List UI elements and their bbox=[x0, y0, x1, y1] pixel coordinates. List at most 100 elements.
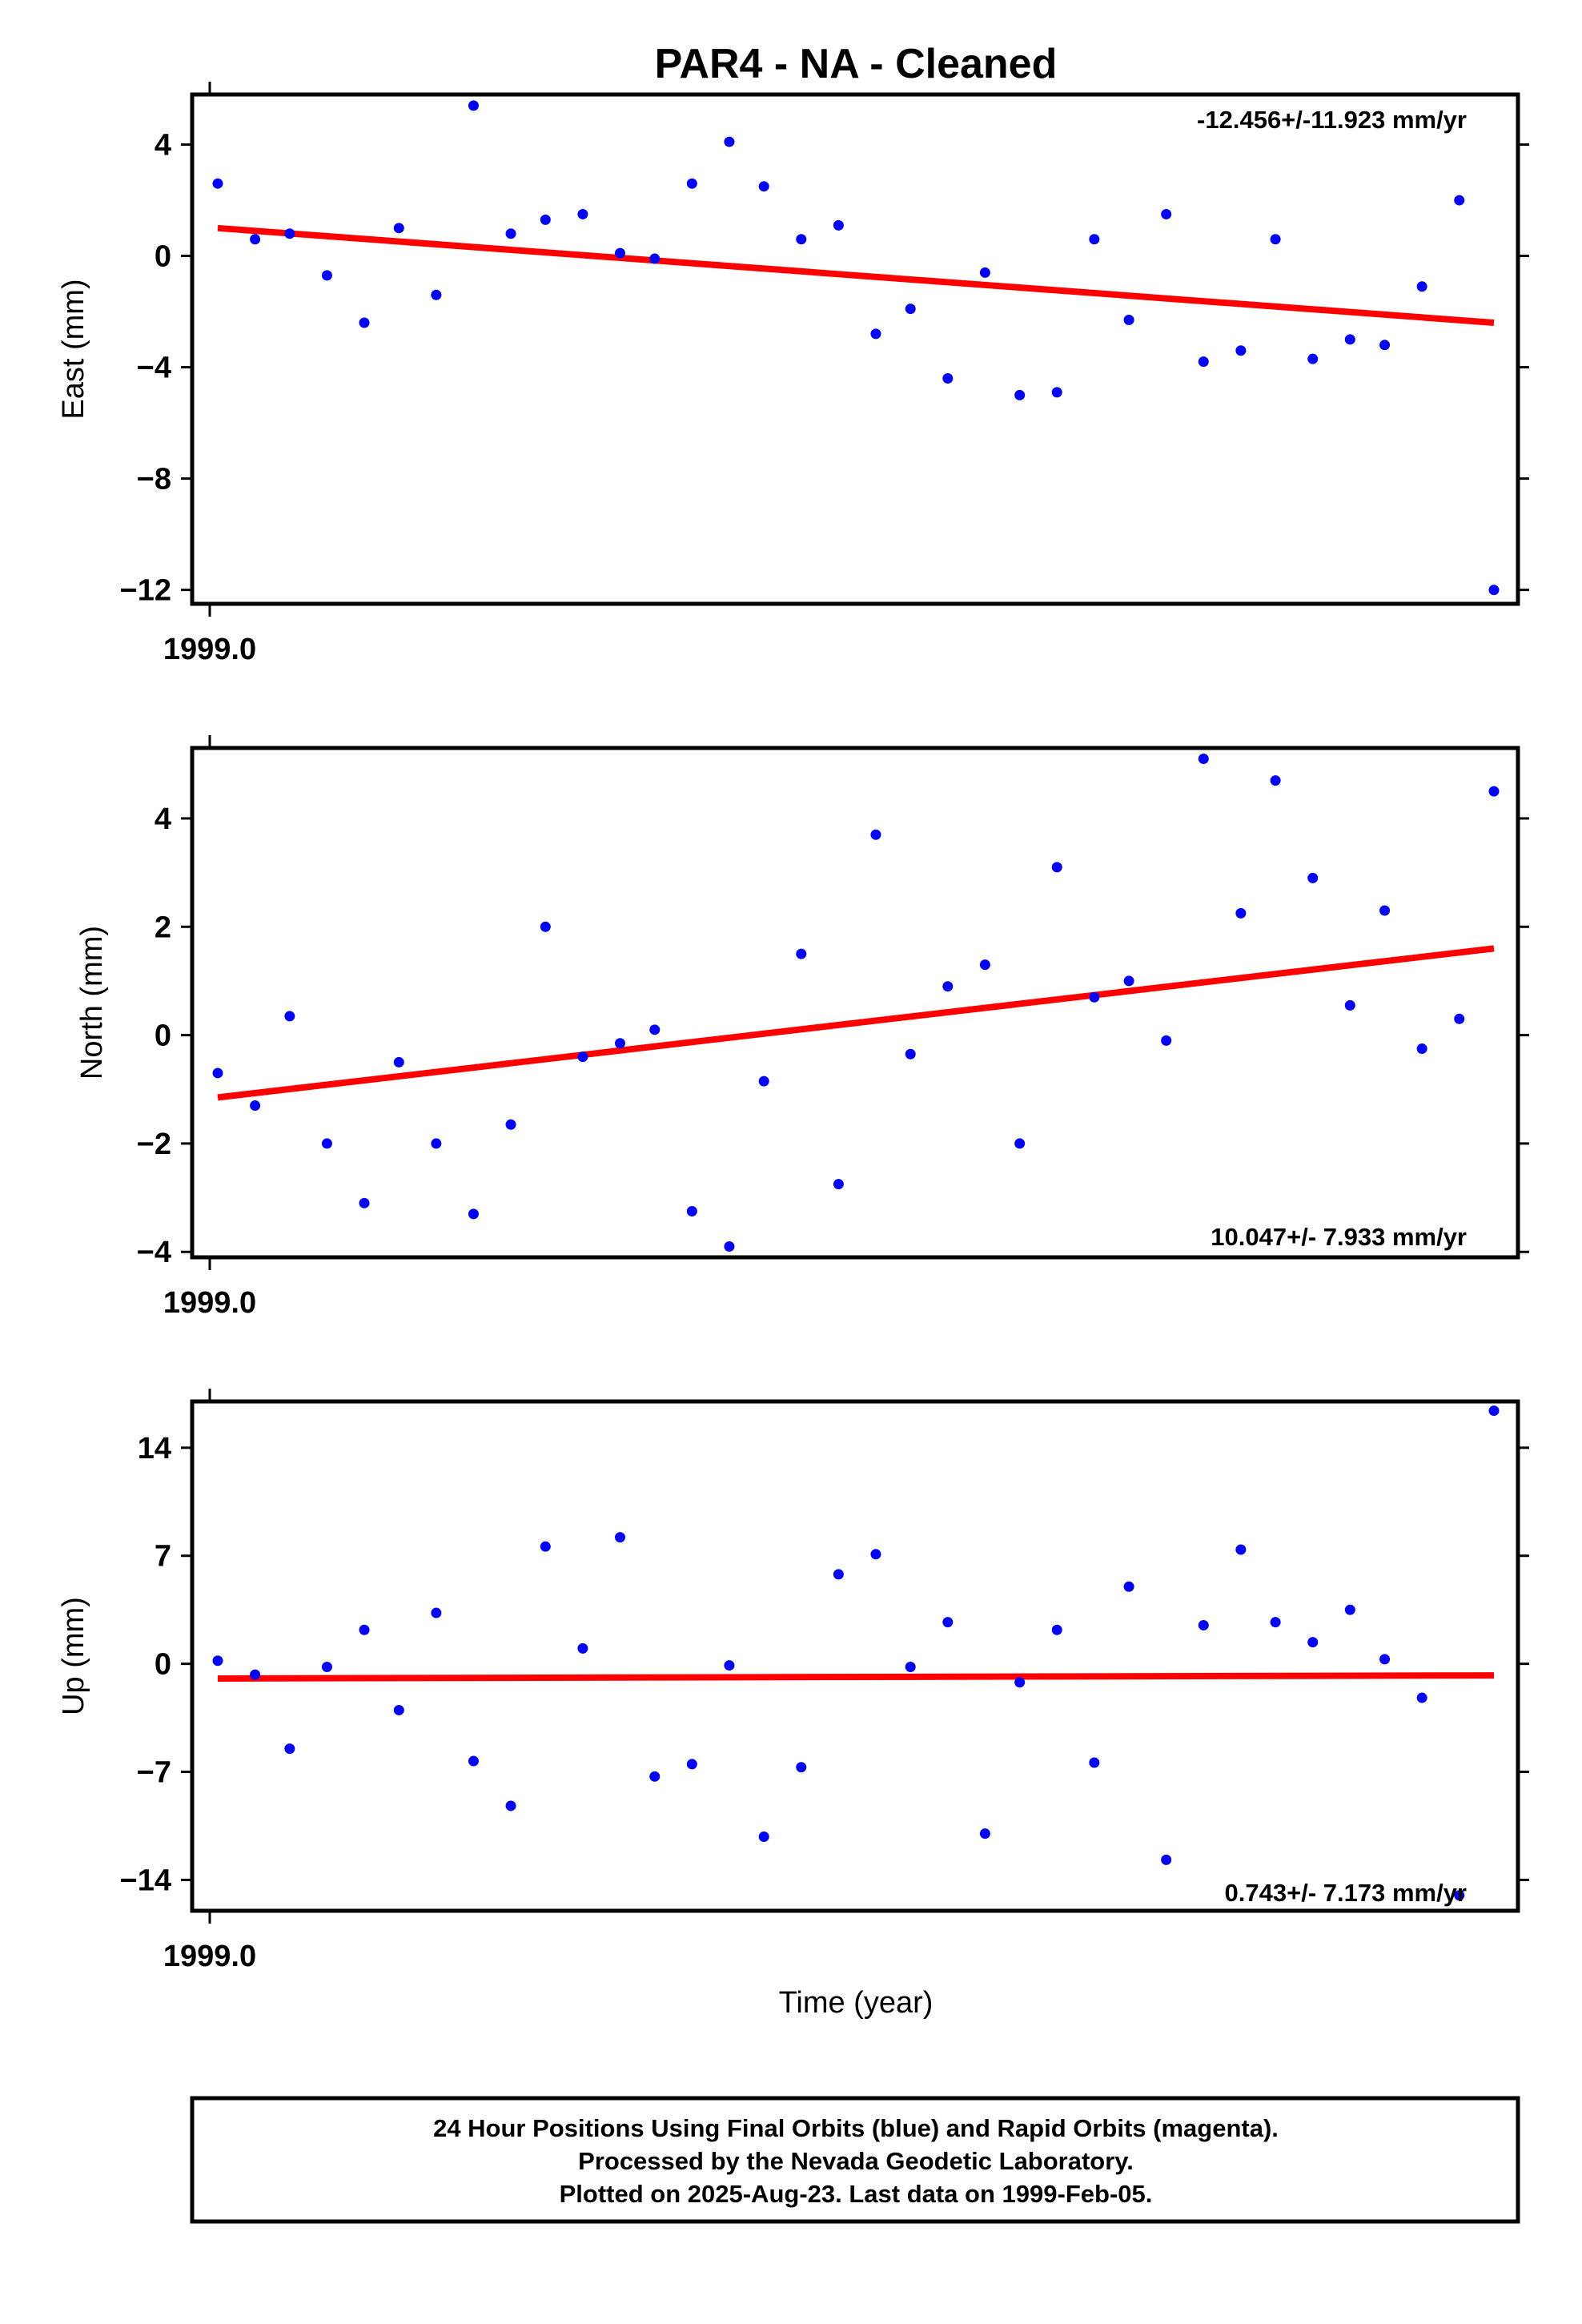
x-axis-label: Time (year) bbox=[779, 1986, 934, 2020]
north-ytick-label: −2 bbox=[137, 1128, 171, 1161]
up-trend-line bbox=[217, 1672, 1495, 1682]
north-data-point bbox=[1344, 999, 1355, 1011]
east-data-point bbox=[649, 253, 661, 264]
north-data-point bbox=[1454, 1013, 1465, 1024]
north-data-point bbox=[1488, 786, 1500, 797]
east-data-point bbox=[1014, 389, 1026, 400]
up-data-point bbox=[468, 1755, 479, 1767]
up-ytick-label: 14 bbox=[138, 1432, 171, 1466]
caption-line-2: Processed by the Nevada Geodetic Laborat… bbox=[578, 2147, 1134, 2175]
east-data-point bbox=[1198, 356, 1209, 368]
north-data-point bbox=[284, 1011, 295, 1022]
panel-up-rate-label: 0.743+/- 7.173 mm/yr bbox=[1225, 1879, 1467, 1907]
north-trend-line bbox=[217, 945, 1495, 1101]
east-data-point bbox=[1123, 315, 1134, 326]
east-data-point bbox=[577, 208, 588, 219]
up-data-point bbox=[284, 1743, 295, 1755]
caption-line-3: Plotted on 2025-Aug-23. Last data on 199… bbox=[560, 2180, 1153, 2208]
east-data-point bbox=[905, 304, 916, 315]
north-data-point bbox=[321, 1138, 332, 1149]
north-data-point bbox=[1089, 991, 1100, 1003]
east-data-point bbox=[431, 289, 442, 300]
north-data-point bbox=[942, 981, 954, 992]
north-data-point bbox=[870, 829, 881, 840]
up-data-point bbox=[431, 1607, 442, 1618]
up-data-point bbox=[614, 1532, 625, 1543]
up-data-point bbox=[758, 1831, 769, 1842]
up-data-point bbox=[870, 1549, 881, 1560]
east-data-point bbox=[540, 214, 551, 225]
north-data-point bbox=[393, 1056, 404, 1068]
east-ytick-label: −12 bbox=[120, 574, 171, 608]
east-data-point bbox=[1344, 334, 1355, 345]
east-data-point bbox=[1161, 208, 1172, 219]
up-data-point bbox=[1198, 1619, 1209, 1630]
chart-title: PAR4 - NA - Cleaned bbox=[655, 41, 1058, 87]
north-data-point bbox=[686, 1205, 697, 1216]
east-data-point bbox=[833, 219, 844, 231]
caption-line-1: 24 Hour Positions Using Final Orbits (bl… bbox=[433, 2114, 1279, 2142]
panel-north-ylabel: North (mm) bbox=[75, 926, 109, 1080]
up-data-point bbox=[796, 1762, 807, 1773]
up-data-point bbox=[1123, 1581, 1134, 1592]
up-data-point bbox=[359, 1624, 370, 1635]
up-ytick-label: 7 bbox=[155, 1540, 171, 1574]
east-data-point bbox=[686, 178, 697, 189]
up-ytick-label: −7 bbox=[137, 1756, 171, 1790]
up-data-point bbox=[577, 1642, 588, 1654]
up-data-point bbox=[1051, 1624, 1062, 1635]
east-data-point bbox=[284, 228, 295, 239]
up-data-point bbox=[1161, 1854, 1172, 1865]
north-data-point bbox=[979, 959, 990, 971]
up-data-point bbox=[212, 1655, 223, 1667]
panel-up-xtick-label: 1999.0 bbox=[163, 1940, 256, 1973]
east-data-point bbox=[614, 247, 625, 259]
east-data-point bbox=[758, 181, 769, 192]
north-data-point bbox=[833, 1179, 844, 1190]
east-trend-line bbox=[217, 224, 1495, 326]
up-data-point bbox=[1454, 1890, 1465, 1901]
up-data-point bbox=[1270, 1617, 1281, 1628]
east-data-point bbox=[1270, 234, 1281, 245]
panel-north: 4 2 0 −2 −4 1999.0 North (mm) 10.047+/- 7.93… bbox=[75, 735, 1529, 1320]
east-data-point bbox=[1307, 353, 1319, 364]
panel-north-frame bbox=[190, 746, 1520, 1260]
east-data-point bbox=[505, 228, 516, 239]
north-data-point bbox=[1123, 975, 1134, 987]
east-ytick-label: −8 bbox=[137, 463, 171, 497]
east-data-point bbox=[942, 372, 954, 384]
up-ytick-label: 0 bbox=[155, 1648, 171, 1682]
east-data-point bbox=[1051, 387, 1062, 398]
up-data-point bbox=[540, 1541, 551, 1552]
up-ytick-label: −14 bbox=[120, 1864, 171, 1897]
north-data-point bbox=[796, 948, 807, 959]
panel-up: 14 7 0 −7 −14 1999.0 Up (mm) 0.743+/- 7.173 … bbox=[57, 1389, 1529, 1973]
panel-east-rate-label: -12.456+/-11.923 mm/yr bbox=[1197, 106, 1467, 134]
east-data-point bbox=[1235, 345, 1247, 356]
up-data-point bbox=[1089, 1757, 1100, 1768]
up-data-point bbox=[1416, 1692, 1427, 1703]
up-data-point bbox=[1379, 1654, 1391, 1665]
north-data-point bbox=[250, 1100, 261, 1112]
east-ytick-label: −4 bbox=[137, 352, 171, 385]
north-data-point bbox=[1014, 1138, 1026, 1149]
east-data-point bbox=[724, 136, 735, 147]
east-data-point bbox=[393, 223, 404, 234]
east-ytick-label: 4 bbox=[155, 129, 171, 163]
up-data-point bbox=[1344, 1604, 1355, 1615]
north-ytick-label: 4 bbox=[155, 802, 171, 836]
north-data-point bbox=[212, 1068, 223, 1079]
east-data-point bbox=[468, 100, 479, 111]
up-data-point bbox=[942, 1617, 954, 1628]
north-data-point bbox=[1379, 905, 1391, 916]
east-data-point bbox=[212, 178, 223, 189]
up-data-point bbox=[1235, 1544, 1247, 1555]
east-data-point bbox=[321, 270, 332, 281]
east-data-point bbox=[870, 328, 881, 340]
up-data-point bbox=[1488, 1405, 1500, 1417]
up-data-point bbox=[649, 1771, 661, 1782]
north-ytick-label: 0 bbox=[155, 1019, 171, 1053]
up-data-point bbox=[833, 1569, 844, 1580]
caption-box bbox=[190, 2096, 1520, 2224]
panel-east: 4 0 −4 −8 −12 1999.0 East (mm) -12.456+/-11.… bbox=[57, 82, 1529, 666]
